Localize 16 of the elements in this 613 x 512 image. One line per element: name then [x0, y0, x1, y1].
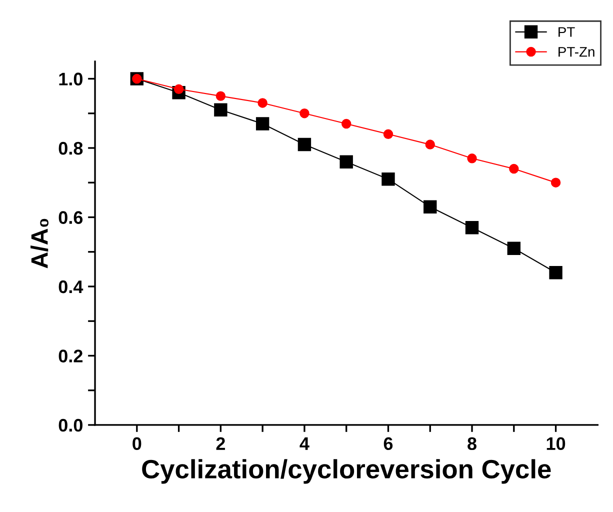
y-tick-label: 0.8	[58, 142, 83, 155]
x-tick-label: 2	[216, 437, 225, 450]
x-tick-label: 6	[384, 437, 393, 450]
legend-label: PT	[558, 27, 575, 37]
legend-label: PT-Zn	[558, 47, 594, 57]
y-tick-label: 0.2	[58, 350, 82, 362]
y-tick-label: 0.6	[58, 211, 83, 224]
x-tick-label: 0	[132, 437, 142, 450]
y-tick-label: 0.0	[58, 418, 82, 432]
x-axis-title: Cyclization/cycloreversion Cycle	[142, 459, 551, 484]
y-tick-label: 1.0	[59, 72, 82, 86]
y-axis-title: A/A₀	[30, 218, 49, 268]
x-tick-label: 8	[468, 437, 476, 450]
x-tick-label: 10	[546, 437, 566, 450]
x-tick-label: 4	[300, 437, 310, 450]
y-tick-label: 0.4	[58, 280, 84, 294]
